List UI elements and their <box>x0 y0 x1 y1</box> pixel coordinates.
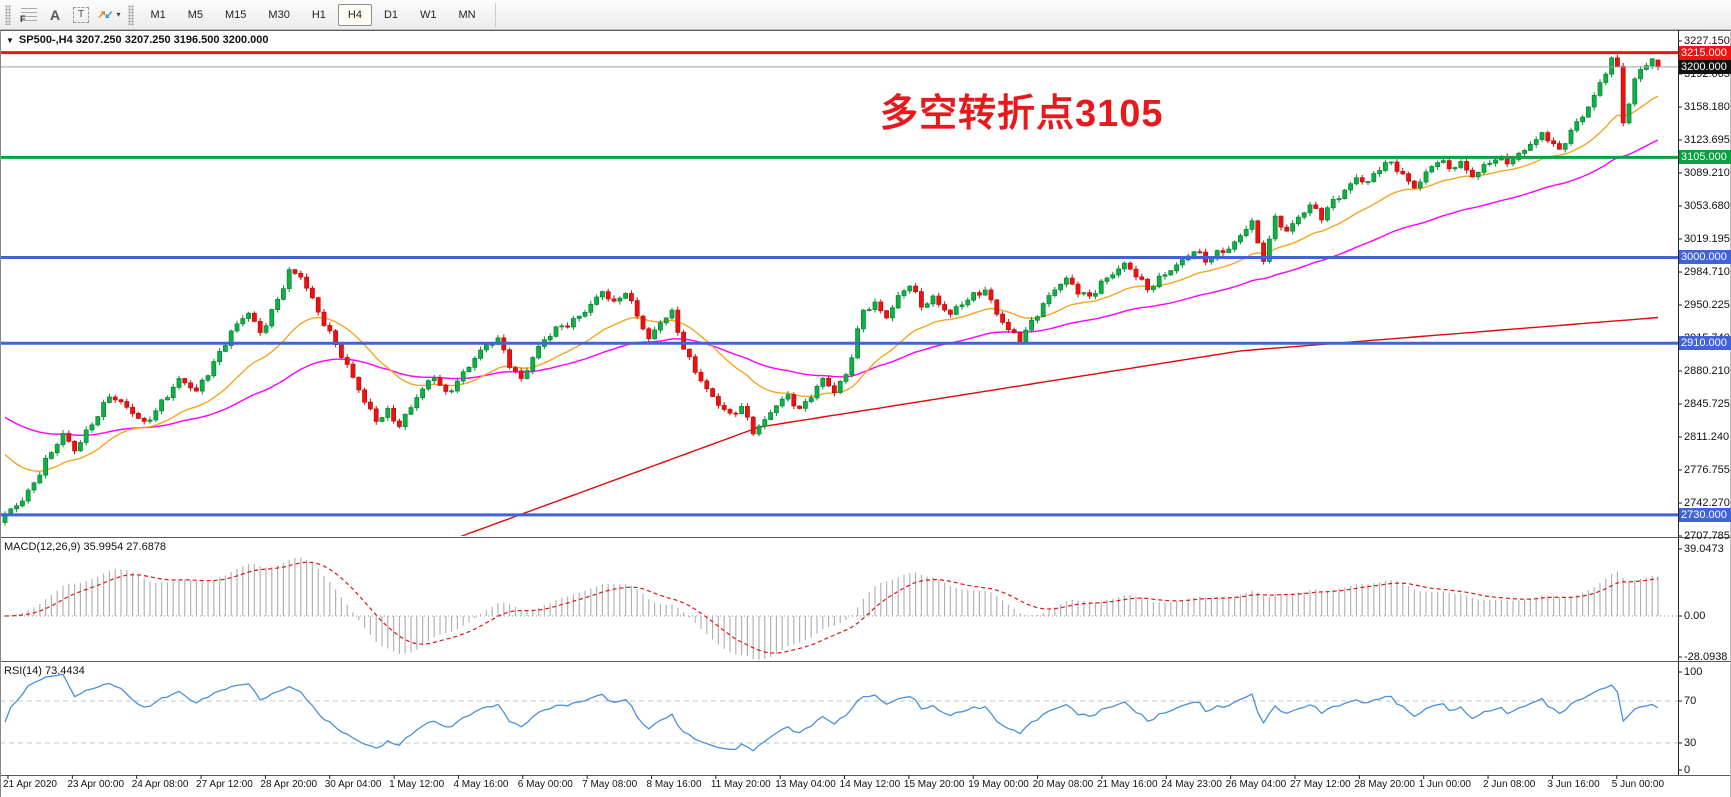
time-tick-label: 28 Apr 20:00 <box>260 779 318 790</box>
timeframe-button-m1[interactable]: M1 <box>140 4 175 26</box>
time-tick-label: 24 May 23:00 <box>1161 779 1222 790</box>
time-tick-label: 1 Jun 00:00 <box>1418 779 1471 790</box>
fibonacci-tool-button[interactable]: F <box>16 3 42 27</box>
time-tick-label: 5 Jun 00:00 <box>1611 779 1665 790</box>
time-tick-label: 13 May 04:00 <box>775 779 836 790</box>
arrow-up-icon: ↗ <box>97 9 107 21</box>
price-tick-label: 3019.195 <box>1684 233 1730 245</box>
macd-axis-label: 0.00 <box>1684 610 1706 622</box>
time-tick-label: 15 May 20:00 <box>903 779 965 790</box>
toolbar: F A T ↗ ↙ ▾ M1 M5 M15 M30 H1 H4 D1 W1 MN <box>0 0 1731 30</box>
time-tick-label: 27 May 12:00 <box>1290 779 1351 790</box>
price-tick-label: 3158.180 <box>1684 101 1730 113</box>
text-label-icon: T <box>73 6 89 23</box>
price-tick-label: 2984.710 <box>1684 266 1730 278</box>
price-tick-label: 3053.680 <box>1684 200 1730 212</box>
text-icon: A <box>49 6 61 23</box>
timeframe-button-m5[interactable]: M5 <box>178 4 213 26</box>
ma-slow-line <box>460 316 1659 536</box>
rsi-axis-label: 100 <box>1684 666 1703 678</box>
time-tick-label: 2 Jun 08:00 <box>1483 779 1536 790</box>
price-level-badge-2910.000: 2910.000 <box>1679 336 1731 351</box>
price-tick-label: 2707.785 <box>1684 530 1730 542</box>
price-tick-label: 2880.210 <box>1684 365 1730 377</box>
time-tick-label: 14 May 12:00 <box>839 779 901 790</box>
time-tick-label: 20 May 08:00 <box>1032 779 1094 790</box>
time-tick-label: 3 Jun 16:00 <box>1547 779 1600 790</box>
time-tick-label: 6 May 00:00 <box>517 779 573 790</box>
dropdown-caret-icon: ▾ <box>116 10 121 19</box>
fibonacci-icon: F <box>20 8 37 24</box>
text-label-tool-button[interactable]: T <box>68 3 94 27</box>
text-tool-button[interactable]: A <box>42 3 68 27</box>
price-level-badge-2730.000: 2730.000 <box>1679 507 1731 522</box>
time-tick-label: 7 May 08:00 <box>582 779 638 790</box>
rsi-pane <box>0 673 1678 752</box>
rsi-indicator-label: RSI(14) 73.4434 <box>4 665 85 677</box>
macd-axis-label: 39.0473 <box>1684 543 1724 555</box>
time-tick-label: 24 Apr 08:00 <box>131 779 189 790</box>
time-tick-label: 8 May 16:00 <box>646 779 702 790</box>
macd-pane <box>0 557 1678 660</box>
macd-indicator-label: MACD(12,26,9) 35.9954 27.6878 <box>4 541 167 553</box>
timeframe-button-w1[interactable]: W1 <box>410 4 447 26</box>
price-tick-label: 3227.150 <box>1684 35 1730 47</box>
chart-dropdown-caret-icon[interactable]: ▼ <box>6 35 14 45</box>
price-level-badge-3215.000: 3215.000 <box>1679 45 1731 60</box>
time-tick-label: 23 Apr 00:00 <box>67 779 125 790</box>
timeframe-button-h1[interactable]: H1 <box>302 4 336 26</box>
price-tick-label: 2950.225 <box>1684 299 1730 311</box>
chart-title: ▼ SP500-,H4 3207.250 3207.250 3196.500 3… <box>6 34 268 46</box>
down-candle-bodies <box>66 57 1661 452</box>
arrows-tool-button[interactable]: ↗ ↙ ▾ <box>94 3 123 27</box>
toolbar-separator <box>494 2 496 27</box>
macd-signal-line <box>4 561 1659 654</box>
price-tick-label: 2845.725 <box>1684 398 1730 410</box>
time-tick-label: 28 May 20:00 <box>1354 779 1415 790</box>
price-level-badge-3200.000: 3200.000 <box>1679 59 1731 74</box>
time-tick-label: 30 Apr 04:00 <box>324 779 382 790</box>
time-tick-label: 11 May 20:00 <box>710 779 771 790</box>
rsi-axis-label: 30 <box>1684 737 1697 749</box>
timeframe-button-group: M1 M5 M15 M30 H1 H4 D1 W1 MN <box>139 3 486 26</box>
time-tick-label: 21 Apr 2020 <box>3 779 57 790</box>
timeframe-button-mn[interactable]: MN <box>449 4 486 26</box>
price-tick-label: 2776.755 <box>1684 464 1730 476</box>
toolbar-grip[interactable] <box>5 4 11 25</box>
time-tick-label: 26 May 04:00 <box>1225 779 1287 790</box>
price-tick-label: 2742.270 <box>1684 497 1730 509</box>
time-tick-label: 21 May 16:00 <box>1096 779 1158 790</box>
toolbar-grip[interactable] <box>128 4 135 25</box>
annotation-text: 多空转折点3105 <box>880 93 1164 135</box>
price-level-badge-3000.000: 3000.000 <box>1679 250 1731 265</box>
up-candle-bodies <box>2 57 1655 523</box>
macd-histogram <box>10 557 1659 660</box>
price-tick-label: 3089.210 <box>1684 167 1730 179</box>
price-tick-label: 2811.240 <box>1684 431 1730 443</box>
time-tick-label: 19 May 00:00 <box>968 779 1029 790</box>
timeframe-button-d1[interactable]: D1 <box>374 4 408 26</box>
rsi-line <box>4 673 1659 752</box>
time-tick-label: 27 Apr 12:00 <box>196 779 253 790</box>
macd-axis-label: -28.0938 <box>1684 651 1728 663</box>
time-tick-label: 4 May 16:00 <box>453 779 509 790</box>
candlestick-series <box>2 54 1661 526</box>
price-tick-label: 3123.695 <box>1684 134 1730 146</box>
arrow-down-icon: ↙ <box>104 9 114 21</box>
timeframe-button-m15[interactable]: M15 <box>215 4 256 26</box>
rsi-axis-label: 0 <box>1684 764 1691 776</box>
time-tick-label: 1 May 12:00 <box>389 779 445 790</box>
price-level-badge-3105.000: 3105.000 <box>1679 150 1731 165</box>
rsi-axis-label: 70 <box>1684 695 1697 707</box>
ma-medium-line <box>4 139 1659 437</box>
timeframe-button-m30[interactable]: M30 <box>258 4 299 26</box>
chart-title-text: SP500-,H4 3207.250 3207.250 3196.500 320… <box>18 34 269 46</box>
timeframe-button-h4[interactable]: H4 <box>337 3 372 26</box>
